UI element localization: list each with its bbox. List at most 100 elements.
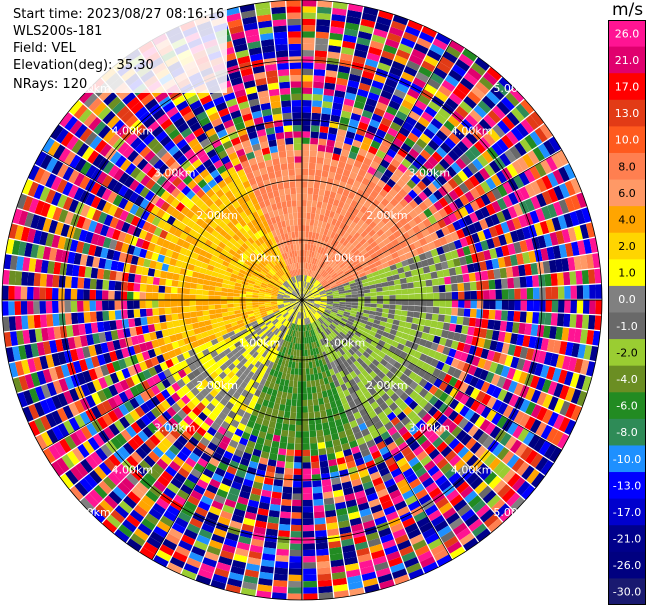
ray-gate [464,291,471,300]
ray-gate [295,355,300,363]
ray-gate [285,461,294,469]
ray-gate [308,405,314,413]
ray-gate [306,206,312,213]
ray-gate [544,312,552,326]
ray-gate [305,318,309,325]
ray-gate [497,465,511,479]
ray-gate [459,352,469,363]
ray-gate [343,248,351,256]
ray-gate [228,460,240,470]
ray-gate [406,282,414,289]
ray-gate [382,451,393,462]
ray-gate [27,286,34,300]
ray-gate [305,282,309,289]
ray-gate [303,305,307,312]
ray-gate [315,379,321,387]
ray-gate [375,68,389,78]
ray-gate [313,75,325,83]
ray-gate [137,523,153,536]
ray-gate [563,371,574,386]
ray-gate [321,270,327,277]
ray-gate [297,312,300,319]
ray-gate [550,313,558,326]
ray-gate [519,138,533,153]
ray-gate [457,463,470,476]
ray-gate [513,345,523,358]
ray-gate [499,153,512,167]
ray-gate [378,527,392,538]
ray-gate [396,83,409,94]
ray-gate [313,291,320,295]
ray-gate [345,428,354,437]
ray-gate [469,308,477,318]
ray-gate [377,268,386,275]
ray-gate [518,171,530,186]
ray-gate [431,313,439,321]
ray-gate [369,284,377,289]
ray-gate [511,265,520,277]
ray-gate [153,480,167,493]
ray-gate [277,410,285,418]
ray-gate [303,312,305,319]
ray-gate [330,204,338,213]
ray-gate [376,264,384,271]
ray-gate [500,365,511,378]
ray-gate [368,145,378,155]
ray-gate [202,310,210,316]
ray-gate [434,162,446,174]
ray-gate [243,575,259,584]
ray-gate [369,378,378,388]
ray-gate [376,488,389,499]
ray-gate [403,65,418,77]
ray-gate [394,369,404,379]
ray-gate [551,216,562,231]
ray-gate [256,514,268,523]
ray-gate [489,340,498,351]
ray-gate [264,352,271,360]
ray-gate [360,448,371,458]
ray-gate [310,455,319,463]
ray-gate [494,310,502,321]
ray-gate [491,258,500,269]
ray-gate [381,392,390,402]
ray-gate [468,272,476,282]
ray-gate [99,499,114,514]
ray-gate [501,342,510,355]
ray-gate [324,273,330,279]
ray-gate [322,485,333,493]
ray-gate [381,216,390,225]
ray-gate [448,92,463,106]
ray-gate [258,370,266,378]
ray-gate [407,288,415,294]
ray-gate [342,282,350,287]
ray-gate [246,505,258,514]
ray-gate [209,314,217,320]
ray-gate [215,308,222,314]
ray-gate [172,439,185,451]
ray-gate [391,251,399,259]
ray-gate [323,215,329,223]
ray-gate [297,393,302,400]
ray-gate [283,480,293,488]
ray-gate [557,433,570,449]
ray-gate [516,334,525,346]
ray-gate [261,365,268,373]
ray-gate [325,258,332,265]
ray-gate [394,500,407,511]
ray-gate [442,507,457,520]
ray-gate [436,554,452,567]
ray-gate [324,308,332,313]
ray-gate [340,149,350,158]
ray-gate [281,429,289,437]
ray-gate [426,333,435,342]
ray-gate [302,12,316,20]
ray-gate [96,321,105,333]
ray-gate [448,201,459,212]
ray-gate [337,200,345,209]
ray-gate [306,337,309,344]
ray-gate [313,264,318,272]
ray-gate [464,254,474,265]
ray-gate [454,197,464,209]
ray-gate [427,78,441,90]
ray-gate [398,401,409,412]
